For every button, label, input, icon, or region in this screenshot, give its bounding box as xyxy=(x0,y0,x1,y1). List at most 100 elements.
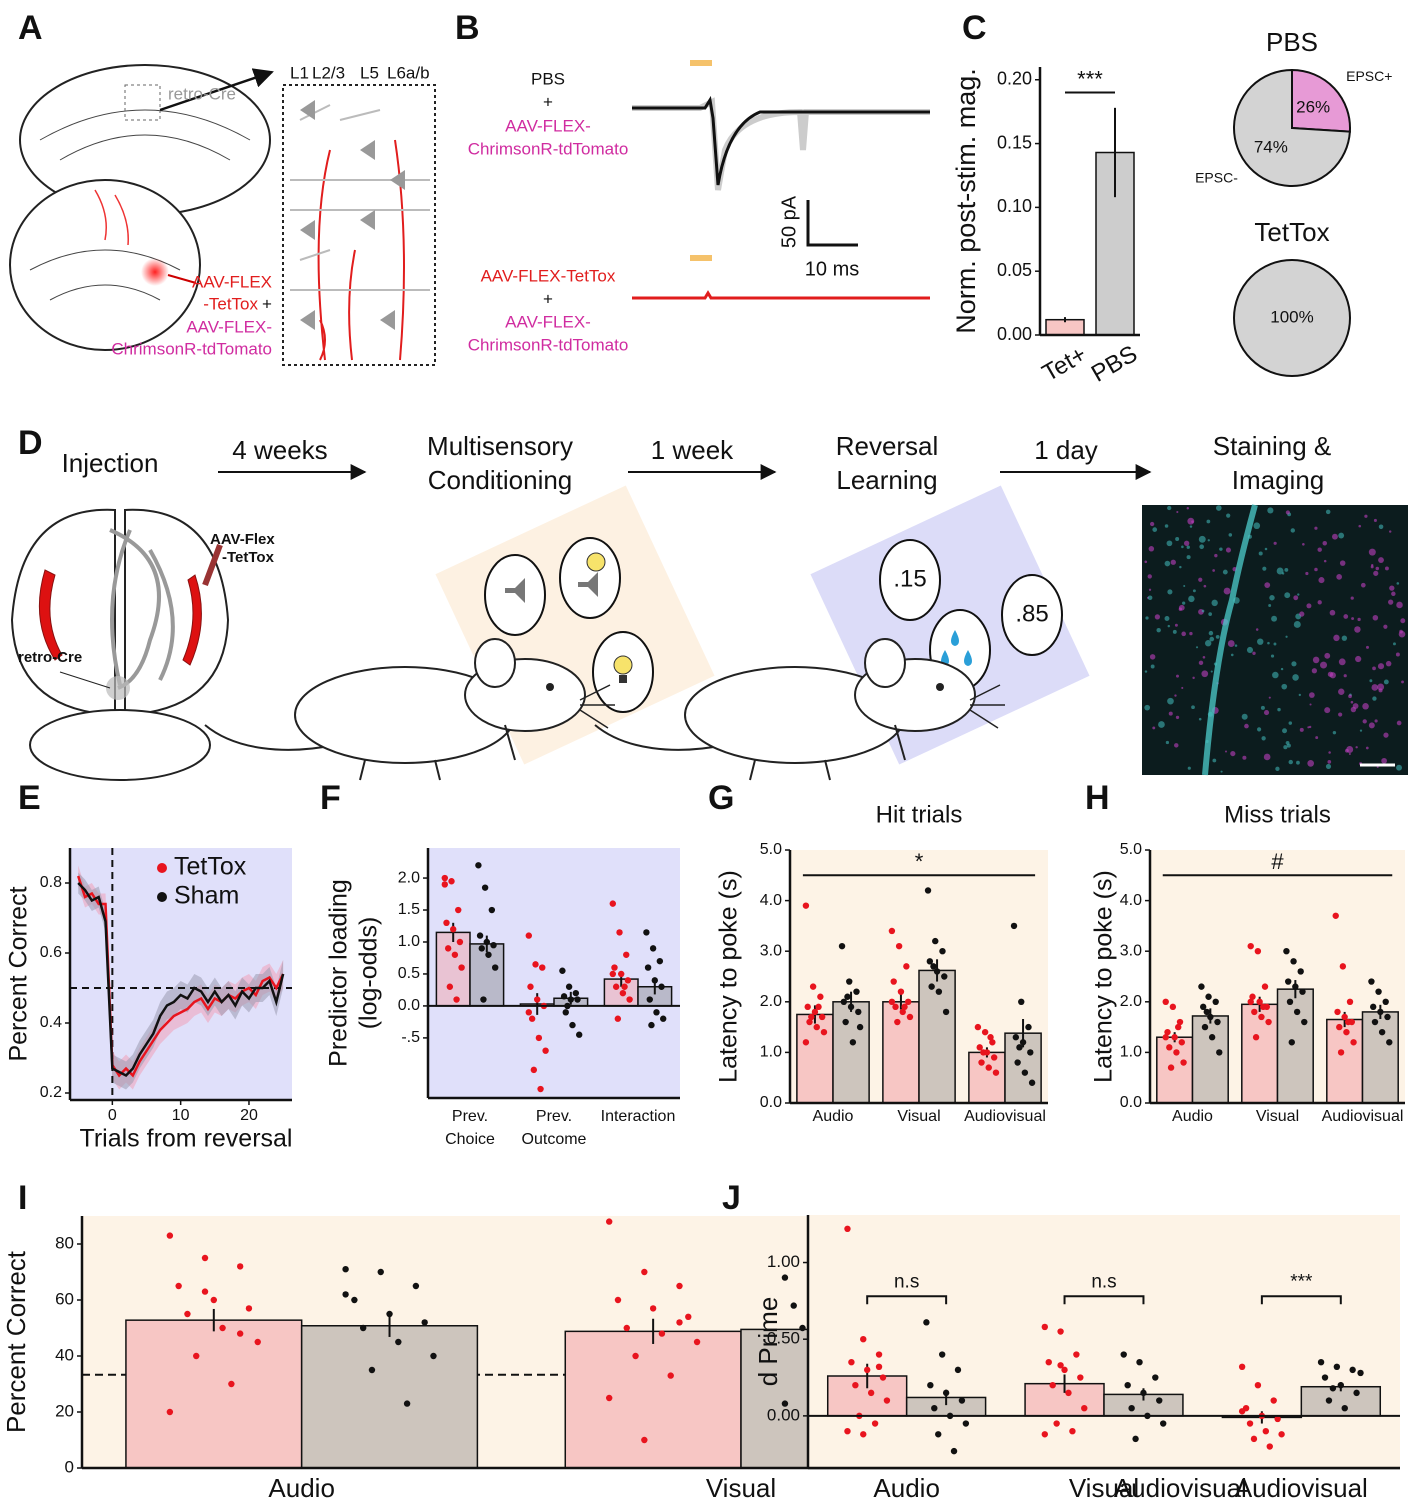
data-point xyxy=(1156,1397,1163,1404)
speckle xyxy=(1336,574,1342,580)
y-tick-label: -.5 xyxy=(401,1029,420,1046)
speckle xyxy=(1255,628,1259,631)
data-point xyxy=(614,1015,622,1022)
speckle xyxy=(1212,758,1217,763)
data-point xyxy=(614,1296,622,1304)
significance-label: n.s xyxy=(894,1271,919,1292)
data-point xyxy=(974,1023,982,1031)
speckle xyxy=(1281,683,1288,690)
x-tick-label: Audio xyxy=(1172,1108,1213,1125)
data-point xyxy=(626,996,633,1003)
speckle xyxy=(1327,760,1332,764)
speckle xyxy=(1227,640,1235,647)
data-point xyxy=(864,1366,871,1374)
data-point xyxy=(1377,1008,1384,1016)
speckle xyxy=(1230,653,1234,657)
speckle xyxy=(1147,595,1153,601)
data-point xyxy=(1201,1023,1209,1031)
speckle xyxy=(1150,664,1155,669)
error-band xyxy=(78,872,284,1090)
data-point xyxy=(377,1268,384,1276)
speckle xyxy=(1312,656,1320,664)
speckle xyxy=(1225,547,1231,553)
data-point xyxy=(923,1319,930,1326)
significance-label: *** xyxy=(1077,66,1103,91)
speckle xyxy=(1388,599,1394,605)
data-point xyxy=(1349,1366,1356,1374)
data-point xyxy=(852,1382,859,1389)
data-point xyxy=(254,1338,261,1346)
speckle xyxy=(1174,694,1177,697)
data-point xyxy=(166,1408,174,1416)
speckle xyxy=(1152,527,1158,532)
speckle xyxy=(1256,727,1262,732)
speckle xyxy=(1299,727,1304,732)
label: AAV-FLEX- xyxy=(186,317,272,336)
data-point xyxy=(890,978,897,985)
interval: 1 day xyxy=(1034,435,1098,465)
data-point xyxy=(450,926,457,933)
speckle xyxy=(1371,684,1379,691)
data-point xyxy=(1016,1044,1023,1051)
speckle xyxy=(1273,642,1277,646)
label: AAV-FLEX xyxy=(192,272,272,291)
bar xyxy=(968,1051,1006,1104)
speckle xyxy=(1351,617,1355,620)
speckle xyxy=(1199,544,1205,550)
data-point xyxy=(954,1366,962,1374)
data-point xyxy=(871,1420,879,1427)
speckle xyxy=(1348,694,1352,699)
layer-label: L6a/b xyxy=(387,63,430,82)
label: AAV-FLEX-TetTox xyxy=(481,266,616,285)
speckle xyxy=(1201,609,1205,613)
data-point xyxy=(1270,1397,1277,1404)
speckle xyxy=(1215,505,1222,511)
data-point xyxy=(1021,1069,1029,1076)
data-point xyxy=(485,951,492,958)
data-point xyxy=(525,1009,532,1016)
speckle xyxy=(1273,541,1277,545)
speckle xyxy=(1355,655,1362,663)
data-point xyxy=(658,1330,666,1337)
speckle xyxy=(1383,624,1388,629)
data-point xyxy=(656,957,664,965)
y-tick-label: 0.6 xyxy=(40,944,62,961)
significance-bracket xyxy=(1260,1295,1342,1305)
y-tick-label: 2.0 xyxy=(1120,993,1142,1010)
speckle xyxy=(1198,535,1206,543)
speckle xyxy=(1350,700,1354,704)
speckle xyxy=(1166,540,1173,547)
speckle xyxy=(1195,646,1199,649)
speckle xyxy=(1357,617,1361,622)
speckle xyxy=(1211,599,1218,607)
data-point xyxy=(1132,1435,1139,1443)
data-point xyxy=(612,983,620,990)
significance-label: * xyxy=(915,849,924,874)
speckle xyxy=(1226,513,1231,518)
pie-value-label: 100% xyxy=(1270,307,1313,326)
label: + xyxy=(543,92,553,111)
speckle xyxy=(1306,603,1312,609)
speckle xyxy=(1393,642,1396,646)
data-point xyxy=(1208,1034,1216,1041)
data-point xyxy=(667,1372,674,1379)
speckle xyxy=(1206,519,1211,524)
speckle xyxy=(1369,679,1373,683)
data-point xyxy=(644,964,652,971)
data-point xyxy=(1169,1003,1177,1011)
speckle xyxy=(1189,631,1193,636)
legend-marker xyxy=(157,863,167,873)
data-point xyxy=(856,1023,864,1031)
speckle xyxy=(1320,661,1328,669)
data-point xyxy=(894,1018,901,1026)
speckle xyxy=(1148,546,1155,552)
speckle xyxy=(1360,582,1366,588)
speckle xyxy=(1343,614,1349,619)
data-point xyxy=(899,1008,906,1016)
data-point xyxy=(1262,1428,1270,1435)
data-point xyxy=(939,948,946,955)
data-point xyxy=(1061,1366,1068,1374)
y-tick-label: 4.0 xyxy=(760,892,782,909)
x-tick-label: Visual xyxy=(1256,1108,1299,1125)
data-point xyxy=(441,881,448,888)
